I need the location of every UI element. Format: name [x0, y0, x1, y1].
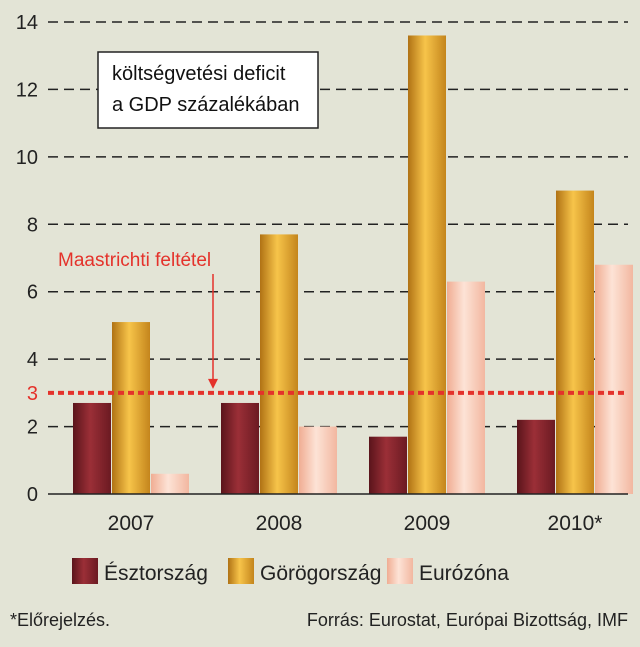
bar-eurózóna-2008 — [299, 426, 337, 494]
bar-észtország-2010 — [517, 419, 555, 494]
y-tick-label: 8 — [27, 214, 38, 236]
bar-görögország-2009 — [408, 35, 446, 494]
legend-label: Eurózóna — [419, 562, 509, 585]
y-tick-label: 4 — [27, 349, 38, 371]
y-tick-label: 0 — [27, 484, 38, 506]
threshold-tick-label: 3 — [27, 383, 38, 405]
bar-észtország-2008 — [221, 402, 259, 494]
y-axis-ticks: 0 2 4 6 8 10 12 14 — [16, 12, 38, 506]
legend-swatch-görögország — [228, 558, 254, 584]
x-axis-labels: 2007 2008 2009 2010* — [108, 512, 603, 535]
y-tick-label: 6 — [27, 282, 38, 304]
threshold-label: Maastrichti feltétel — [58, 250, 211, 271]
source-note: Forrás: Eurostat, Európai Bizottság, IMF — [307, 610, 628, 630]
x-tick-label: 2010* — [548, 512, 603, 535]
bar-eurózóna-2009 — [447, 281, 485, 494]
legend-swatch-észtország — [72, 558, 98, 584]
bar-eurózóna-2010 — [595, 264, 633, 494]
footnote: *Előrejelzés. — [10, 610, 110, 630]
bar-görögország-2010 — [556, 190, 594, 495]
y-tick-label: 12 — [16, 79, 38, 101]
bar-eurózóna-2007 — [151, 473, 189, 494]
title-line-2: a GDP százalékában — [112, 94, 300, 116]
y-tick-label: 10 — [16, 147, 38, 169]
x-tick-label: 2009 — [404, 512, 451, 535]
bar-görögország-2007 — [112, 322, 150, 494]
legend-label: Észtország — [104, 562, 208, 585]
bar-észtország-2009 — [369, 436, 407, 494]
title-box: költségvetési deficit a GDP százalékában — [97, 51, 319, 129]
legend: Észtország Görögország Eurózóna — [72, 558, 509, 585]
threshold-arrowhead — [208, 378, 218, 389]
y-tick-label: 2 — [27, 417, 38, 439]
legend-label: Görögország — [260, 562, 381, 585]
legend-swatch-eurózóna — [387, 558, 413, 584]
x-tick-label: 2007 — [108, 512, 155, 535]
x-tick-label: 2008 — [256, 512, 303, 535]
bar-észtország-2007 — [73, 402, 111, 494]
bars — [73, 35, 633, 495]
title-line-1: költségvetési deficit — [112, 63, 286, 85]
bar-görögország-2008 — [260, 234, 298, 494]
y-tick-label: 14 — [16, 12, 38, 34]
